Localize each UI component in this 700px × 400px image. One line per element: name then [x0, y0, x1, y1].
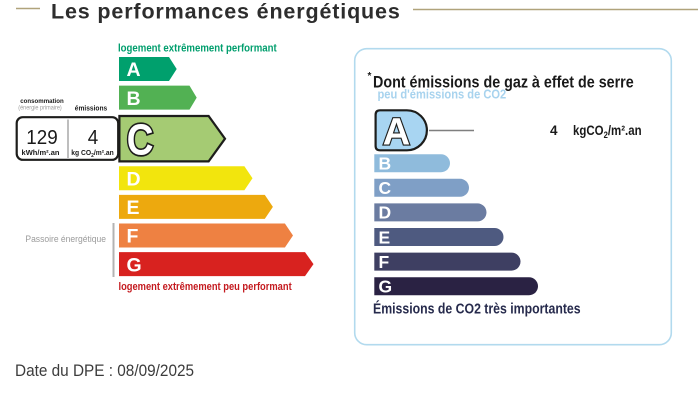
svg-text:Les performances énergétiques: Les performances énergétiques: [51, 0, 401, 24]
svg-text:kgCO2/m².an: kgCO2/m².an: [573, 123, 642, 140]
svg-text:G: G: [379, 277, 393, 297]
svg-text:4: 4: [550, 123, 558, 138]
svg-text:consommation: consommation: [20, 98, 63, 105]
svg-text:*: *: [368, 71, 372, 82]
svg-text:kg CO2/m².an: kg CO2/m².an: [71, 149, 113, 159]
svg-text:C: C: [379, 178, 392, 198]
svg-text:E: E: [379, 227, 391, 247]
svg-text:F: F: [127, 226, 139, 248]
svg-text:émissions: émissions: [75, 105, 108, 112]
svg-text:kWh/m².an: kWh/m².an: [22, 148, 60, 157]
svg-text:D: D: [379, 203, 392, 223]
svg-text:129: 129: [26, 126, 58, 149]
svg-text:C: C: [127, 115, 154, 165]
svg-text:D: D: [127, 169, 141, 191]
svg-text:B: B: [379, 154, 392, 174]
svg-text:Passoire énergétique: Passoire énergétique: [25, 234, 106, 245]
svg-text:4: 4: [88, 126, 99, 149]
svg-text:E: E: [127, 197, 140, 219]
svg-text:logement extrêmement peu perfo: logement extrêmement peu performant: [119, 281, 293, 293]
svg-text:(énergie primaire): (énergie primaire): [18, 105, 61, 111]
svg-text:Dont émissions de gaz à effet: Dont émissions de gaz à effet de serre: [373, 74, 634, 92]
svg-text:peu d'émissions de CO2: peu d'émissions de CO2: [378, 87, 507, 102]
svg-text:A: A: [383, 112, 410, 154]
svg-text:Date du DPE : 08/09/2025: Date du DPE : 08/09/2025: [15, 363, 194, 381]
svg-text:F: F: [379, 252, 390, 272]
svg-text:G: G: [127, 254, 142, 276]
svg-text:B: B: [127, 88, 141, 110]
svg-text:A: A: [127, 59, 141, 81]
svg-text:logement extrêmement performan: logement extrêmement performant: [118, 43, 277, 55]
svg-text:Émissions de CO2 très importan: Émissions de CO2 très importantes: [373, 299, 581, 316]
